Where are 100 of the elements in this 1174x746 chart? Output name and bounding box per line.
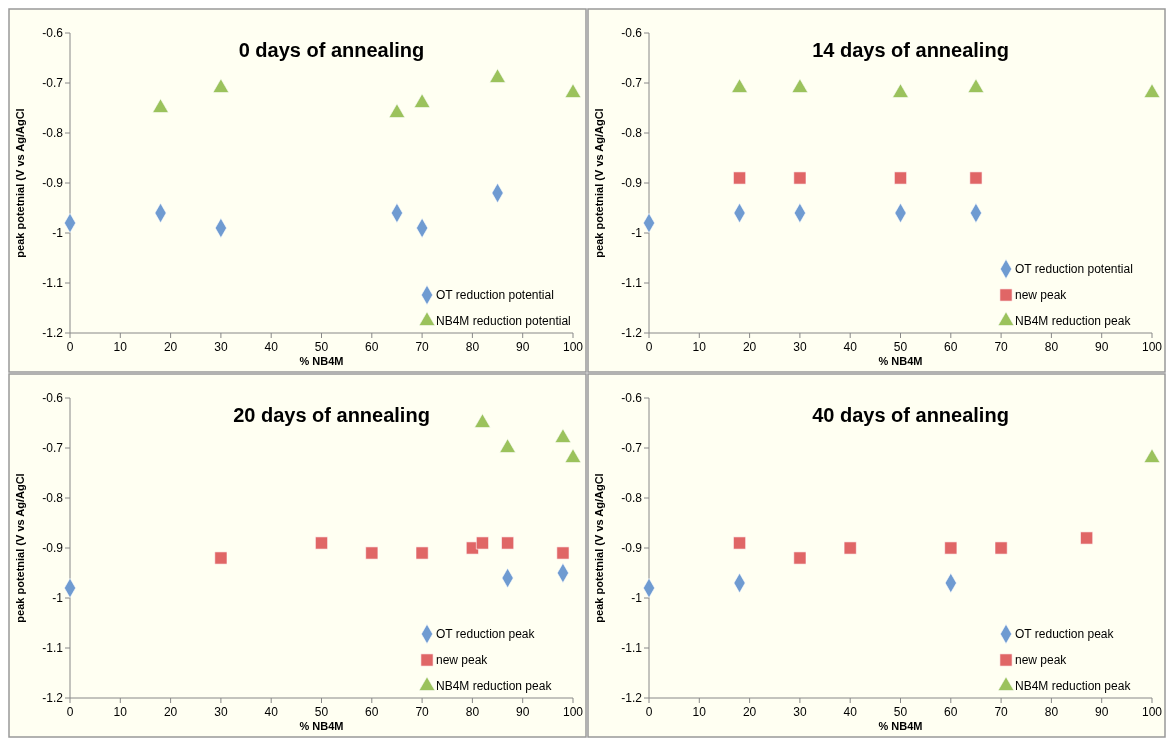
y-tick-label: -0.8 bbox=[42, 491, 64, 506]
x-tick-label: 10 bbox=[692, 340, 707, 354]
point bbox=[1080, 531, 1094, 545]
legend-label: NB4M reduction peak bbox=[1015, 679, 1132, 694]
x-tick-label: 70 bbox=[415, 705, 430, 719]
x-tick-label: 60 bbox=[944, 340, 958, 354]
x-tick-label: 40 bbox=[264, 705, 279, 719]
x-tick-label: 50 bbox=[893, 340, 908, 354]
point bbox=[489, 68, 506, 83]
point bbox=[1143, 83, 1161, 98]
y-tick-label: -1.1 bbox=[621, 641, 643, 656]
y-axis-title: peak potetnial (V vs Ag/AgCl bbox=[593, 473, 605, 623]
point bbox=[413, 93, 431, 108]
y-tick-label: -1 bbox=[631, 591, 643, 606]
y-tick-label: -1 bbox=[52, 226, 64, 241]
x-tick-label: 0 bbox=[645, 340, 653, 354]
point bbox=[476, 536, 489, 550]
y-tick-label: -0.8 bbox=[621, 491, 643, 506]
x-axis-title: % NB4M bbox=[878, 355, 923, 367]
y-tick-label: -0.8 bbox=[621, 126, 643, 141]
x-tick-label: 50 bbox=[314, 705, 329, 719]
x-tick-label: 20 bbox=[163, 705, 178, 719]
point bbox=[944, 541, 958, 555]
x-tick-label: 20 bbox=[742, 705, 757, 719]
y-tick-label: -1.2 bbox=[42, 326, 64, 341]
y-axis-title: peak potetnial (V vs Ag/AgCl bbox=[14, 473, 26, 623]
chart-title: 40 days of annealing bbox=[812, 404, 1009, 426]
y-tick-label: -0.9 bbox=[621, 541, 643, 556]
x-tick-label: 70 bbox=[994, 705, 1009, 719]
y-tick-label: -0.7 bbox=[42, 441, 64, 456]
point bbox=[499, 438, 516, 453]
y-tick-label: -0.7 bbox=[621, 76, 643, 91]
x-tick-label: 10 bbox=[113, 340, 128, 354]
y-tick-label: -1.2 bbox=[621, 691, 643, 706]
legend-label: new peak bbox=[1015, 653, 1068, 668]
point bbox=[501, 536, 515, 550]
x-tick-label: 10 bbox=[113, 705, 128, 719]
y-tick-label: -0.9 bbox=[621, 176, 643, 191]
y-tick-label: -0.6 bbox=[42, 391, 64, 406]
point bbox=[892, 83, 909, 98]
x-tick-label: 60 bbox=[944, 705, 958, 719]
chart-title: 14 days of annealing bbox=[812, 39, 1009, 61]
x-tick-label: 50 bbox=[314, 340, 329, 354]
x-tick-label: 90 bbox=[1095, 340, 1109, 354]
y-axis-title: peak potetnial (V vs Ag/AgCl bbox=[593, 108, 605, 258]
y-tick-label: -0.8 bbox=[42, 126, 64, 141]
x-tick-label: 80 bbox=[465, 340, 480, 354]
x-tick-label: 70 bbox=[994, 340, 1009, 354]
x-tick-label: 30 bbox=[793, 705, 807, 719]
x-tick-label: 0 bbox=[645, 705, 653, 719]
legend-label: NB4M reduction peak bbox=[436, 679, 553, 694]
point bbox=[415, 546, 429, 560]
y-tick-label: -1 bbox=[52, 591, 64, 606]
legend-label: new peak bbox=[436, 653, 489, 668]
point bbox=[731, 78, 748, 93]
legend-label: NB4M reduction potential bbox=[436, 314, 571, 329]
chart-title: 0 days of annealing bbox=[238, 39, 425, 61]
legend-label: NB4M reduction peak bbox=[1015, 314, 1132, 329]
point bbox=[388, 103, 406, 118]
x-tick-label: 50 bbox=[893, 705, 908, 719]
y-tick-label: -0.7 bbox=[42, 76, 64, 91]
x-tick-label: 30 bbox=[214, 705, 228, 719]
point bbox=[152, 98, 169, 113]
x-axis-title: % NB4M bbox=[299, 720, 344, 732]
x-tick-label: 20 bbox=[163, 340, 178, 354]
x-tick-label: 100 bbox=[562, 340, 584, 354]
x-tick-label: 100 bbox=[562, 705, 584, 719]
x-tick-label: 80 bbox=[465, 705, 480, 719]
x-tick-label: 30 bbox=[793, 340, 807, 354]
y-tick-label: -0.6 bbox=[42, 26, 64, 41]
x-tick-label: 40 bbox=[843, 340, 858, 354]
point bbox=[315, 536, 328, 550]
x-tick-label: 100 bbox=[1141, 340, 1163, 354]
point bbox=[556, 546, 570, 560]
y-tick-label: -1 bbox=[631, 226, 643, 241]
point bbox=[733, 171, 746, 185]
y-tick-label: -0.6 bbox=[621, 391, 643, 406]
x-tick-label: 60 bbox=[365, 340, 379, 354]
legend-label: OT reduction potential bbox=[1015, 262, 1133, 277]
x-tick-label: 0 bbox=[66, 340, 74, 354]
x-tick-label: 40 bbox=[843, 705, 858, 719]
y-tick-label: -0.6 bbox=[621, 26, 643, 41]
x-tick-label: 60 bbox=[365, 705, 379, 719]
y-tick-label: -1.2 bbox=[42, 691, 64, 706]
x-tick-label: 90 bbox=[516, 340, 530, 354]
point bbox=[843, 541, 857, 555]
y-axis-title: peak potetnial (V vs Ag/AgCl bbox=[14, 108, 26, 258]
x-tick-label: 0 bbox=[66, 705, 74, 719]
y-tick-label: -1.1 bbox=[42, 276, 64, 291]
point bbox=[474, 413, 491, 428]
x-tick-label: 40 bbox=[264, 340, 279, 354]
point bbox=[554, 428, 572, 443]
legend-label: new peak bbox=[1015, 288, 1068, 303]
x-tick-label: 80 bbox=[1044, 340, 1059, 354]
point bbox=[212, 78, 230, 93]
x-axis-title: % NB4M bbox=[878, 720, 923, 732]
point bbox=[1143, 448, 1161, 463]
point bbox=[793, 551, 807, 565]
point bbox=[967, 78, 985, 93]
point bbox=[564, 448, 582, 463]
